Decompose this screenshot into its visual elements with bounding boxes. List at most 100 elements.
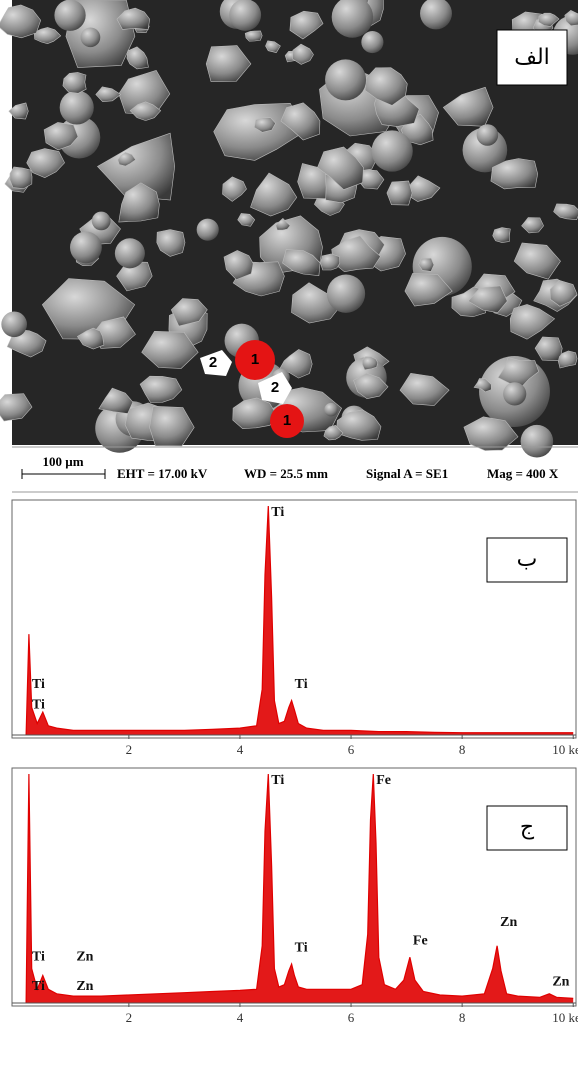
particles xyxy=(0,0,578,458)
particle xyxy=(205,45,252,82)
x-tick-label: 2 xyxy=(126,742,133,757)
particle xyxy=(91,211,111,231)
panel-label-box xyxy=(486,805,568,851)
info-text: Signal A = SE1 xyxy=(366,466,448,481)
particle xyxy=(371,130,413,172)
info-text: EHT = 17.00 kV xyxy=(117,466,208,481)
particle xyxy=(170,298,208,327)
particle xyxy=(196,218,219,241)
peak-label: Ti xyxy=(295,940,308,955)
particle xyxy=(324,402,338,417)
particle xyxy=(280,102,321,141)
particle xyxy=(323,424,344,441)
particle xyxy=(463,416,519,451)
particle xyxy=(43,122,79,151)
x-tick-label: 8 xyxy=(459,742,466,757)
particle xyxy=(325,59,367,101)
particle xyxy=(490,158,539,190)
particle xyxy=(126,46,149,70)
particle xyxy=(62,72,87,94)
particle xyxy=(141,330,199,369)
particle xyxy=(361,356,379,371)
x-tick-label: 6 xyxy=(348,742,355,757)
particle xyxy=(497,357,540,388)
marker-circle xyxy=(270,404,304,438)
peak-label: Ti xyxy=(32,949,45,964)
particle xyxy=(399,372,450,406)
particle xyxy=(98,387,134,414)
particle xyxy=(520,424,554,458)
info-text: Mag = 400 X xyxy=(487,466,559,481)
particle xyxy=(320,253,341,271)
x-tick-label: 10 keV xyxy=(552,1010,578,1025)
marker-label: 1 xyxy=(283,412,291,429)
particle xyxy=(404,273,453,307)
panel-label: الف xyxy=(514,45,550,70)
peak-label: Fe xyxy=(413,933,428,948)
particle xyxy=(229,0,262,31)
particle xyxy=(26,148,65,179)
marker-region xyxy=(258,372,292,404)
particle xyxy=(117,151,137,167)
particle xyxy=(279,349,313,379)
particle xyxy=(0,4,42,39)
panel-label: ج xyxy=(520,815,535,840)
marker-label: 2 xyxy=(271,379,279,396)
particle xyxy=(70,231,102,264)
scale-bar xyxy=(21,469,106,479)
peak-label: Ti xyxy=(271,505,284,520)
particle xyxy=(326,274,366,313)
particle xyxy=(265,40,281,53)
panel-frame xyxy=(11,767,577,1007)
particle xyxy=(476,124,499,146)
particle xyxy=(253,117,276,133)
peak-label: Fe xyxy=(376,773,391,788)
particle xyxy=(116,7,151,30)
marker-label: 1 xyxy=(251,351,259,368)
particle xyxy=(275,217,291,231)
particle xyxy=(289,10,324,40)
panel-frame xyxy=(11,499,577,739)
particle xyxy=(95,86,122,103)
particle xyxy=(59,90,94,125)
particle xyxy=(1,311,27,338)
particle xyxy=(317,146,364,190)
peak-label: Ti xyxy=(32,677,45,692)
particle xyxy=(420,0,452,30)
x-tick-label: 2 xyxy=(126,1010,133,1025)
particle xyxy=(553,203,578,221)
particle xyxy=(114,238,145,269)
particle xyxy=(223,250,254,281)
particle xyxy=(361,31,384,54)
particle xyxy=(557,350,578,369)
markers: 2 1 2 1 xyxy=(200,340,304,438)
x-tick-label: 4 xyxy=(237,1010,244,1025)
particle xyxy=(467,285,508,314)
particle xyxy=(291,282,343,324)
particle xyxy=(282,249,321,277)
particle xyxy=(76,327,105,350)
particle xyxy=(118,182,160,223)
particle xyxy=(331,0,374,38)
particle xyxy=(386,180,413,206)
particle xyxy=(129,101,162,121)
particle xyxy=(418,257,435,272)
peak-label: Zn xyxy=(76,979,93,994)
peak-label: Ti xyxy=(271,773,284,788)
particle xyxy=(521,217,544,234)
particle xyxy=(232,397,277,430)
marker-region xyxy=(200,350,232,376)
particle xyxy=(139,375,183,403)
particle xyxy=(549,279,578,307)
x-tick-label: 8 xyxy=(459,1010,466,1025)
particle xyxy=(97,132,176,201)
particle xyxy=(473,378,492,393)
particle xyxy=(538,12,560,27)
spectrum-line xyxy=(25,773,574,1004)
particle xyxy=(33,27,62,45)
peak-label: Zn xyxy=(552,975,569,990)
peak-label: Zn xyxy=(500,915,517,930)
info-text: WD = 25.5 mm xyxy=(244,466,328,481)
particle xyxy=(564,9,578,27)
